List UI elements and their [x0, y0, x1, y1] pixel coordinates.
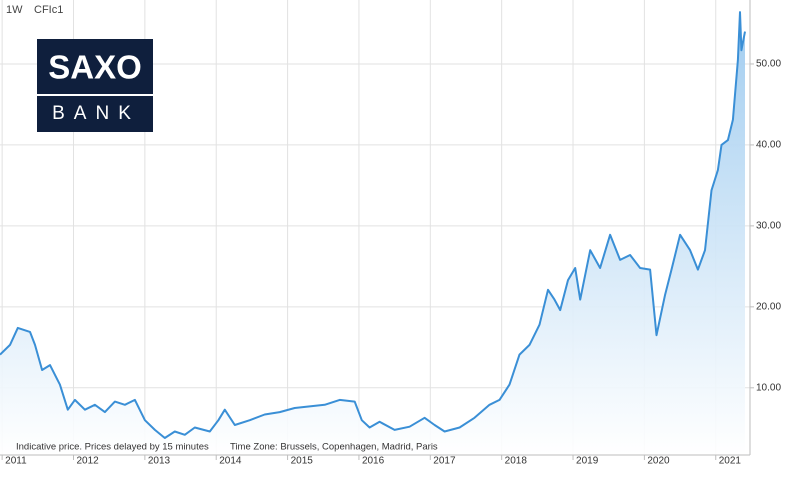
- y-tick-label: 10.00: [756, 382, 781, 393]
- x-tick-label: 2018: [505, 456, 528, 467]
- y-tick-label: 40.00: [756, 140, 781, 151]
- x-tick-label: 2015: [291, 456, 314, 467]
- x-tick-label: 2016: [362, 456, 385, 467]
- x-tick-label: 2021: [719, 456, 742, 467]
- y-tick-label: 20.00: [756, 301, 781, 312]
- timezone: Time Zone: Brussels, Copenhagen, Madrid,…: [230, 442, 438, 453]
- interval-label: 1W: [6, 4, 23, 16]
- x-tick-label: 2017: [433, 456, 456, 467]
- x-tick-label: 2012: [77, 456, 100, 467]
- logo: SAXO BANK: [37, 39, 153, 132]
- notice: Indicative price. Prices delayed by 15 m…: [16, 442, 209, 453]
- area-fill: [0, 12, 745, 455]
- price-line: [0, 11, 746, 439]
- x-tick-label: 2014: [219, 456, 242, 467]
- symbol-label: CFIc1: [34, 4, 63, 16]
- logo-top: SAXO: [48, 49, 142, 86]
- data-layer: [0, 11, 746, 455]
- y-tick-label: 50.00: [756, 59, 781, 70]
- x-tick-label: 2020: [647, 456, 670, 467]
- x-tick-label: 2019: [576, 456, 599, 467]
- logo-box: [37, 39, 153, 132]
- y-tick-label: 30.00: [756, 221, 781, 232]
- x-tick-label: 2011: [5, 456, 27, 467]
- x-tick-label: 2013: [148, 456, 171, 467]
- logo-bottom: BANK: [52, 103, 140, 124]
